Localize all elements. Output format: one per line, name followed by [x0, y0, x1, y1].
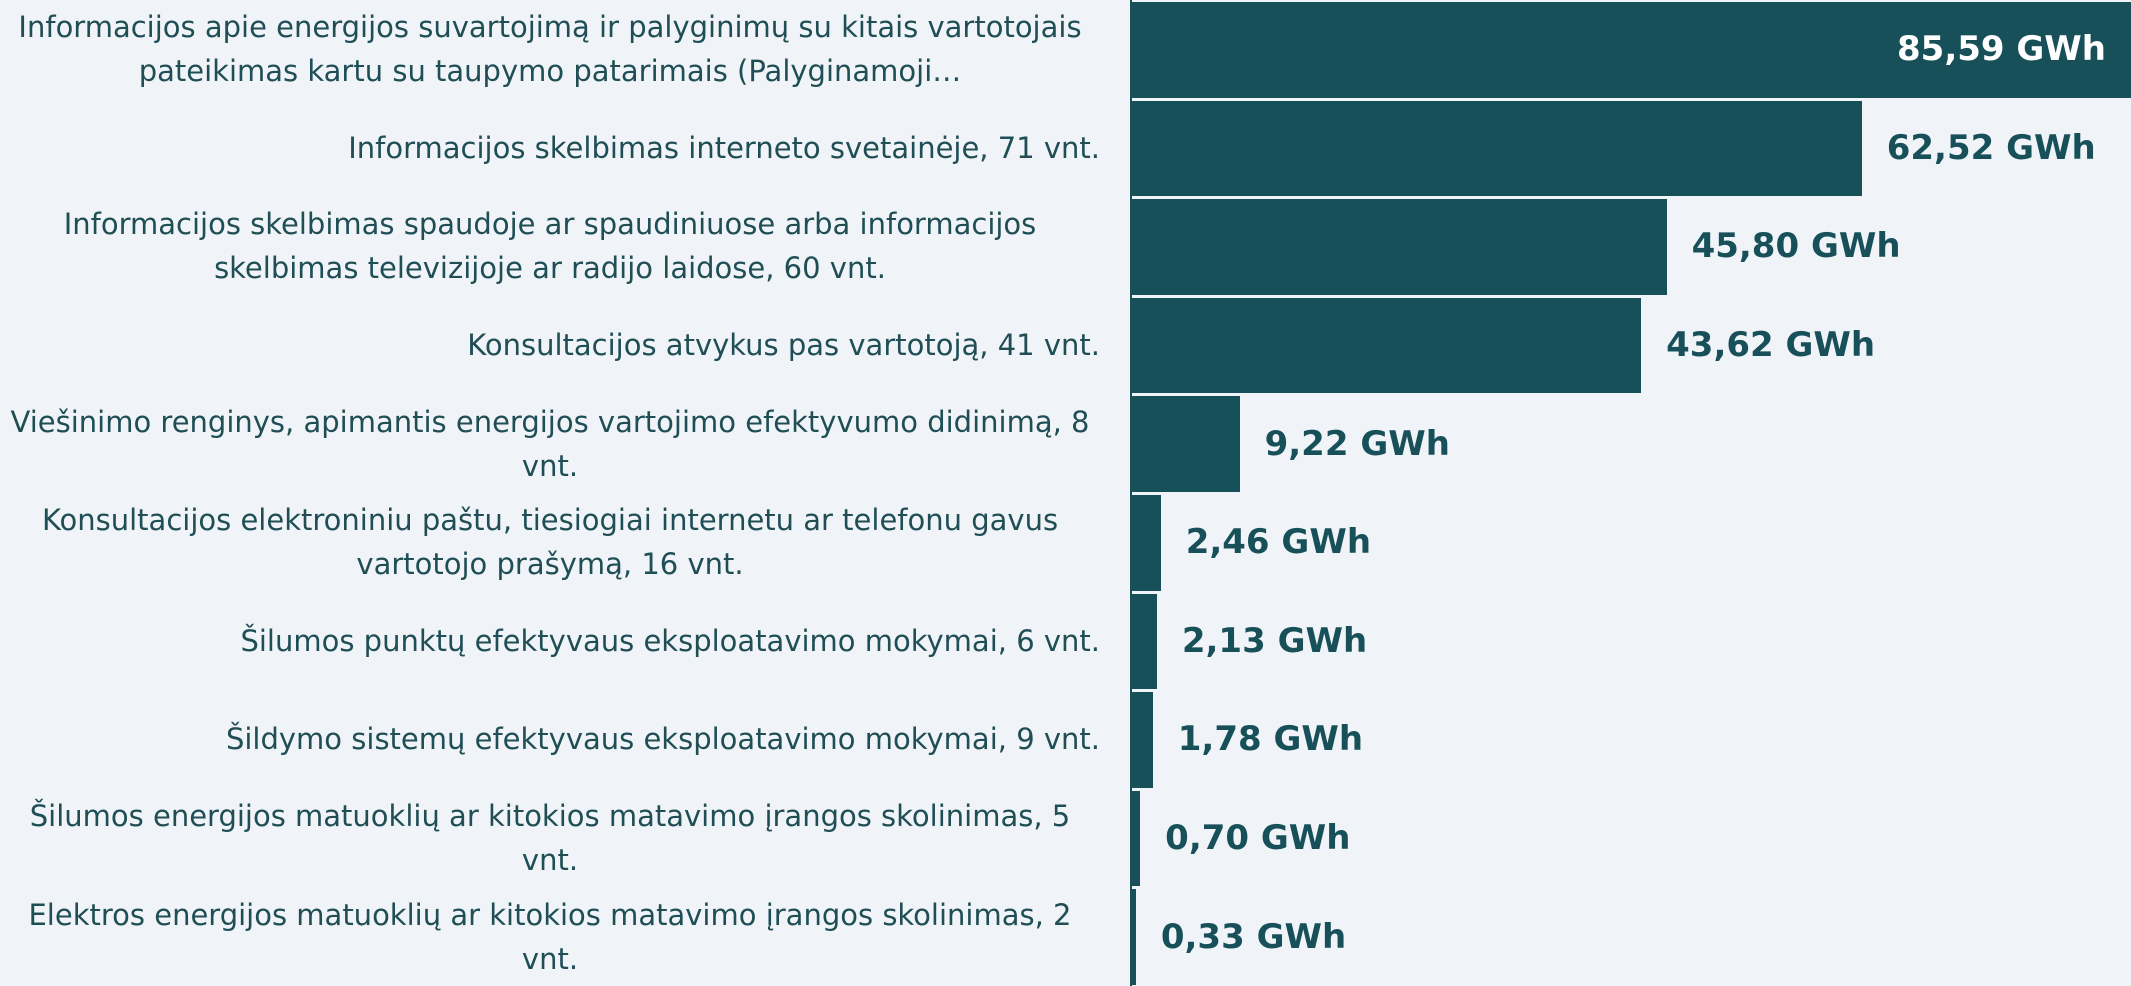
- category-label: Šildymo sistemų efektyvaus eksploatavimo…: [0, 690, 1100, 789]
- value-label: 45,80 GWh: [1691, 226, 1901, 267]
- category-text: Šildymo sistemų efektyvaus eksploatavimo…: [225, 722, 1100, 757]
- category-label: Informacijos apie energijos suvartojimą …: [0, 0, 1100, 99]
- category-label: Informacijos skelbimas spaudoje ar spaud…: [0, 197, 1100, 296]
- value-label: 43,62 GWh: [1666, 325, 1876, 366]
- category-text: Elektros energijos matuoklių ar kitokios…: [28, 897, 1072, 976]
- category-text: Konsultacijos atvykus pas vartotoją, 41 …: [467, 328, 1100, 363]
- value-label: 0,33 GWh: [1160, 916, 1347, 957]
- bar: [1132, 692, 1153, 788]
- bar: [1132, 495, 1161, 591]
- bar: [1132, 790, 1141, 887]
- bar: [1132, 396, 1240, 492]
- value-label: 2,46 GWh: [1185, 522, 1372, 563]
- bar: [1132, 297, 1642, 394]
- value-label: 2,13 GWh: [1181, 620, 1368, 661]
- value-label: 0,70 GWh: [1165, 818, 1351, 859]
- value-label: 1,78 GWh: [1177, 719, 1364, 760]
- category-label: Konsultacijos atvykus pas vartotoją, 41 …: [0, 296, 1100, 395]
- bar: [1132, 593, 1157, 690]
- category-text: Šilumos punktų efektyvaus eksploatavimo …: [240, 623, 1100, 658]
- bar: [1132, 199, 1667, 295]
- bar: [1132, 889, 1136, 985]
- category-text: Viešinimo renginys, apimantis energijos …: [10, 404, 1090, 483]
- category-label: Šilumos punktų efektyvaus eksploatavimo …: [0, 592, 1100, 691]
- category-text: Informacijos skelbimas interneto svetain…: [348, 130, 1100, 165]
- value-label: 9,22 GWh: [1264, 423, 1450, 464]
- value-label: 62,52 GWh: [1886, 127, 2096, 168]
- category-text: Konsultacijos elektroniniu paštu, tiesio…: [41, 503, 1059, 582]
- category-label: Šilumos energijos matuoklių ar kitokios …: [0, 789, 1100, 888]
- category-text: Informacijos skelbimas spaudoje ar spaud…: [63, 207, 1037, 286]
- category-text: Informacijos apie energijos suvartojimą …: [18, 10, 1082, 89]
- category-label: Konsultacijos elektroniniu paštu, tiesio…: [0, 493, 1100, 592]
- category-text: Šilumos energijos matuoklių ar kitokios …: [29, 799, 1071, 878]
- category-label: Elektros energijos matuoklių ar kitokios…: [0, 887, 1100, 986]
- bar: [1132, 100, 1862, 197]
- axis-line: [1130, 0, 1132, 986]
- category-label: Viešinimo renginys, apimantis energijos …: [0, 394, 1100, 493]
- value-label: 85,59 GWh: [1897, 29, 2106, 70]
- category-label: Informacijos skelbimas interneto svetain…: [0, 99, 1100, 198]
- bar: [1132, 2, 2131, 98]
